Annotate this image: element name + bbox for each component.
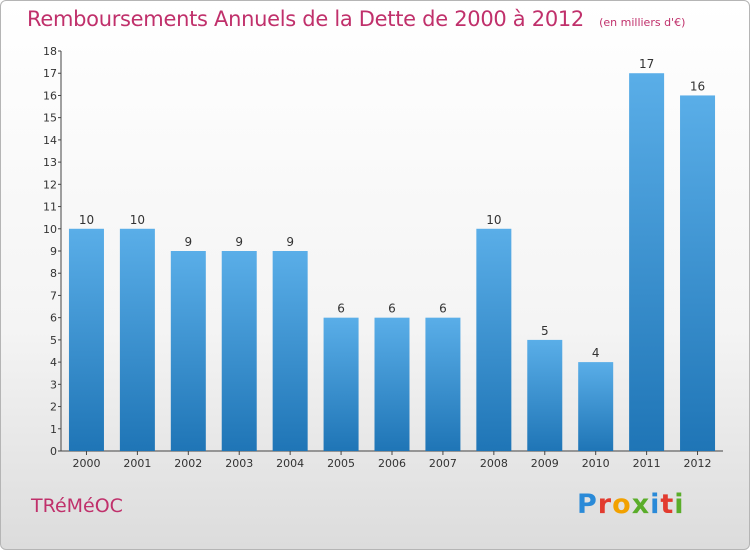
x-tick-label: 2002 (174, 457, 202, 470)
x-tick-label: 2001 (123, 457, 151, 470)
data-label: 17 (639, 57, 654, 71)
data-label: 9 (286, 235, 294, 249)
x-tick-label: 2000 (72, 457, 100, 470)
data-label: 16 (690, 79, 705, 93)
logo-letter: o (612, 489, 632, 520)
logo-letter: P (577, 489, 598, 520)
y-tick-label: 12 (43, 178, 57, 191)
y-tick-label: 0 (50, 445, 57, 458)
logo-letter: i (650, 489, 661, 520)
commune-name: TRéMéOC (31, 495, 123, 517)
y-tick-label: 7 (50, 289, 57, 302)
data-label: 10 (79, 213, 94, 227)
logo-letter: t (660, 489, 675, 520)
x-tick-label: 2003 (225, 457, 253, 470)
x-tick-label: 2006 (378, 457, 406, 470)
bar-2002 (170, 251, 206, 451)
x-tick-label: 2007 (429, 457, 457, 470)
data-label: 6 (337, 302, 345, 316)
logo-letter: i (674, 489, 685, 520)
title-row: Remboursements Annuels de la Dette de 20… (27, 7, 685, 31)
bar-2006 (374, 317, 410, 451)
x-tick-label: 2008 (480, 457, 508, 470)
data-label: 10 (130, 213, 145, 227)
chart-title: Remboursements Annuels de la Dette de 20… (27, 7, 584, 31)
y-tick-label: 17 (43, 67, 57, 80)
data-label: 4 (592, 346, 600, 360)
y-tick-label: 3 (50, 378, 57, 391)
y-tick-label: 18 (43, 45, 57, 58)
proxiti-logo[interactable]: Proxiti (577, 489, 685, 520)
bar-2008 (476, 228, 512, 451)
bar-2005 (323, 317, 359, 451)
y-tick-label: 13 (43, 156, 57, 169)
logo-letter: r (597, 489, 613, 520)
y-tick-label: 1 (50, 423, 57, 436)
bar-2007 (425, 317, 461, 451)
bar-2000 (68, 228, 104, 451)
y-tick-label: 14 (43, 134, 57, 147)
data-label: 5 (541, 324, 549, 338)
bar-2010 (578, 362, 614, 451)
x-tick-label: 2010 (582, 457, 610, 470)
logo-letter: x (631, 489, 651, 520)
data-label: 10 (486, 213, 501, 227)
bar-2004 (272, 251, 308, 451)
chart-subtitle: (en milliers d'€) (599, 16, 686, 29)
y-tick-label: 8 (50, 267, 57, 280)
y-tick-label: 10 (43, 223, 57, 236)
data-label: 9 (235, 235, 243, 249)
y-tick-label: 5 (50, 334, 57, 347)
data-label: 6 (388, 302, 396, 316)
x-tick-label: 2004 (276, 457, 304, 470)
bar-2003 (221, 251, 257, 451)
bar-2001 (119, 228, 155, 451)
bar-2009 (527, 339, 563, 451)
y-tick-label: 11 (43, 201, 57, 214)
x-tick-label: 2011 (633, 457, 661, 470)
bar-2012 (680, 95, 716, 451)
y-tick-label: 2 (50, 401, 57, 414)
x-tick-label: 2009 (531, 457, 559, 470)
y-tick-label: 4 (50, 356, 57, 369)
y-tick-label: 9 (50, 245, 57, 258)
bar-2011 (629, 73, 665, 451)
x-tick-label: 2012 (684, 457, 712, 470)
y-tick-label: 15 (43, 112, 57, 125)
y-tick-label: 16 (43, 89, 57, 102)
data-label: 6 (439, 302, 447, 316)
data-label: 9 (184, 235, 192, 249)
y-tick-label: 6 (50, 312, 57, 325)
x-tick-label: 2005 (327, 457, 355, 470)
